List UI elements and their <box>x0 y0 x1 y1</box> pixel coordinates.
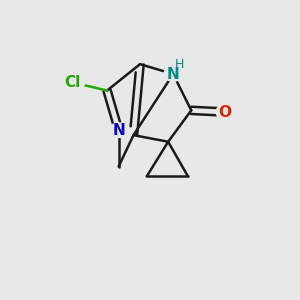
Text: Cl: Cl <box>64 75 80 90</box>
Text: H: H <box>174 58 184 71</box>
Text: O: O <box>218 104 231 119</box>
Text: N: N <box>112 123 125 138</box>
Ellipse shape <box>216 105 232 119</box>
Ellipse shape <box>60 75 85 90</box>
Ellipse shape <box>110 123 128 137</box>
Text: N: N <box>167 67 179 82</box>
Ellipse shape <box>164 67 182 81</box>
